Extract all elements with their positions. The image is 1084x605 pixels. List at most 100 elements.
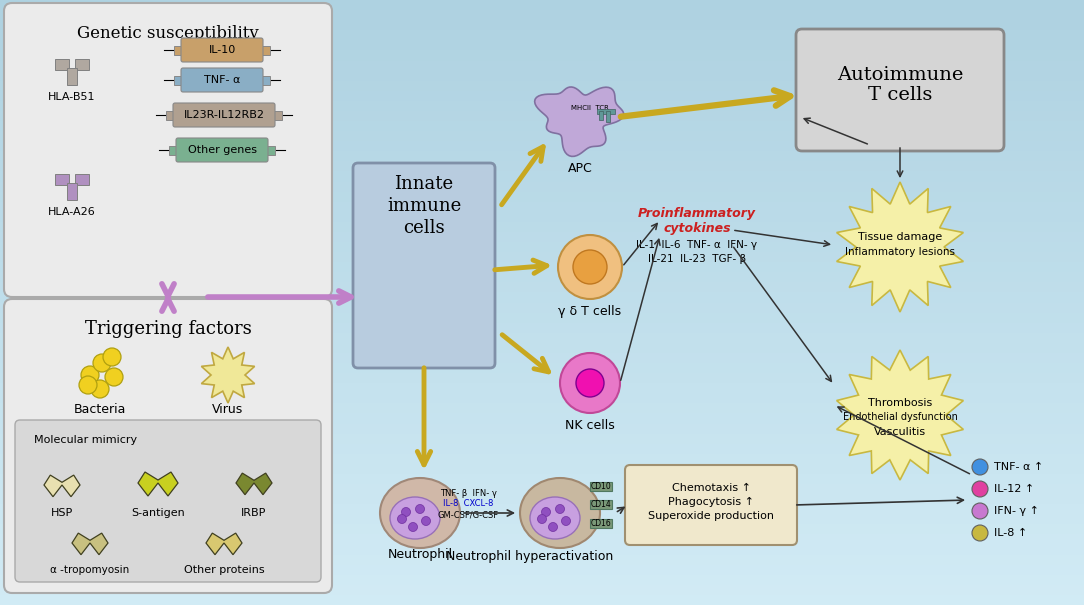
Bar — [0, 453, 1084, 464]
Bar — [0, 554, 1084, 564]
Text: Molecular mimicry: Molecular mimicry — [34, 435, 137, 445]
Bar — [0, 473, 1084, 484]
Bar — [266, 145, 275, 154]
Text: Superoxide production: Superoxide production — [648, 511, 774, 521]
Bar — [0, 433, 1084, 443]
Text: GM-CSF/G-CSF: GM-CSF/G-CSF — [438, 511, 499, 520]
Text: Proinflammatory: Proinflammatory — [638, 207, 756, 220]
Bar — [0, 251, 1084, 262]
Circle shape — [91, 380, 109, 398]
Circle shape — [93, 354, 111, 372]
Bar — [0, 211, 1084, 222]
Text: Inflammatory lesions: Inflammatory lesions — [846, 247, 955, 257]
Circle shape — [422, 517, 430, 526]
Circle shape — [538, 514, 546, 523]
Ellipse shape — [530, 497, 580, 539]
Circle shape — [409, 523, 417, 532]
Bar — [273, 111, 282, 120]
Bar — [0, 312, 1084, 322]
Text: TNF- α: TNF- α — [204, 75, 241, 85]
Bar — [0, 120, 1084, 131]
Circle shape — [972, 525, 988, 541]
Text: Phagocytosis ↑: Phagocytosis ↑ — [668, 497, 754, 507]
Text: CD10: CD10 — [591, 482, 611, 491]
Circle shape — [549, 523, 557, 532]
Bar — [75, 174, 89, 185]
Text: IL-21  IL-23  TGF- β: IL-21 IL-23 TGF- β — [648, 254, 746, 264]
Bar — [0, 9, 1084, 20]
Text: Other genes: Other genes — [188, 145, 257, 155]
Text: Bacteria: Bacteria — [74, 403, 126, 416]
Bar — [0, 382, 1084, 393]
Bar — [0, 70, 1084, 80]
Text: HSP: HSP — [51, 508, 73, 518]
Bar — [0, 322, 1084, 333]
Text: α -tropomyosin: α -tropomyosin — [50, 565, 130, 575]
Text: γ δ T cells: γ δ T cells — [558, 305, 621, 318]
Bar — [0, 180, 1084, 192]
FancyBboxPatch shape — [15, 420, 321, 582]
Bar — [0, 513, 1084, 525]
Bar — [175, 76, 183, 85]
Bar — [0, 493, 1084, 504]
Bar — [175, 45, 183, 54]
Bar — [0, 392, 1084, 404]
Circle shape — [972, 503, 988, 519]
Bar — [0, 422, 1084, 434]
Text: Thrombosis: Thrombosis — [868, 398, 932, 408]
Bar — [0, 231, 1084, 242]
Circle shape — [573, 250, 607, 284]
Polygon shape — [236, 473, 272, 495]
Text: IL-8 ↑: IL-8 ↑ — [994, 528, 1028, 538]
Bar — [0, 543, 1084, 555]
Bar — [169, 145, 178, 154]
Circle shape — [398, 514, 406, 523]
Text: TNF- α ↑: TNF- α ↑ — [994, 462, 1043, 472]
Bar — [599, 111, 603, 120]
Text: Innate
immune
cells: Innate immune cells — [387, 175, 461, 237]
Circle shape — [972, 481, 988, 497]
Bar — [261, 45, 270, 54]
Text: Virus: Virus — [212, 403, 244, 416]
Ellipse shape — [520, 478, 601, 548]
Bar — [0, 362, 1084, 373]
Text: TNF- β  IFN- γ: TNF- β IFN- γ — [440, 488, 496, 497]
Circle shape — [81, 366, 99, 384]
Bar — [0, 594, 1084, 605]
Ellipse shape — [380, 478, 460, 548]
Bar — [166, 111, 175, 120]
FancyBboxPatch shape — [4, 3, 332, 297]
Polygon shape — [72, 533, 108, 555]
Circle shape — [560, 353, 620, 413]
Circle shape — [401, 508, 411, 517]
Bar — [590, 500, 612, 509]
Bar — [75, 59, 89, 70]
Text: IRBP: IRBP — [242, 508, 267, 518]
Bar — [0, 574, 1084, 585]
FancyBboxPatch shape — [181, 68, 263, 92]
Text: IL-8  CXCL-8: IL-8 CXCL-8 — [442, 500, 493, 508]
Text: IL-12 ↑: IL-12 ↑ — [994, 484, 1034, 494]
Bar — [0, 523, 1084, 534]
Text: APC: APC — [568, 162, 592, 175]
Text: Vasculitis: Vasculitis — [874, 427, 926, 437]
Text: cytokines: cytokines — [663, 222, 731, 235]
Text: HLA-B51: HLA-B51 — [49, 92, 95, 102]
Bar — [55, 174, 69, 185]
Bar — [0, 171, 1084, 182]
Circle shape — [542, 508, 551, 517]
Bar — [0, 372, 1084, 383]
FancyBboxPatch shape — [353, 163, 495, 368]
Bar — [0, 80, 1084, 91]
Bar — [0, 332, 1084, 343]
Bar — [0, 483, 1084, 494]
Circle shape — [576, 369, 604, 397]
Text: IFN- γ ↑: IFN- γ ↑ — [994, 506, 1038, 516]
Text: IL-10: IL-10 — [208, 45, 235, 55]
Bar — [0, 443, 1084, 454]
Bar — [597, 109, 615, 114]
Bar — [0, 534, 1084, 544]
Bar — [0, 281, 1084, 292]
Text: IL23R-IL12RB2: IL23R-IL12RB2 — [183, 110, 264, 120]
Bar — [590, 482, 612, 491]
